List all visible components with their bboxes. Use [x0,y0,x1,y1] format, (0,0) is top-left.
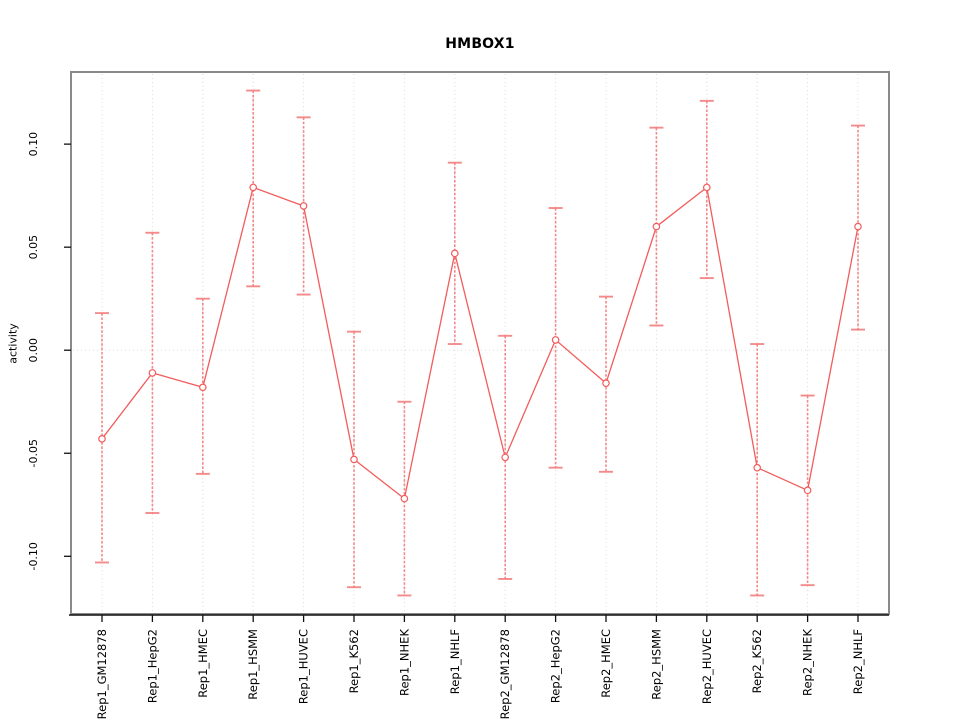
x-tick-label: Rep2_GM12878 [498,629,512,719]
data-point [199,383,207,392]
chart-title: HMBOX1 [445,36,515,52]
x-tick-label: Rep2_HMEC [599,629,613,698]
data-point [652,222,661,231]
series-line [101,186,859,500]
x-tick-label: Rep2_HUVEC [700,629,714,704]
data-point [450,249,459,258]
data-point [350,455,358,464]
x-tick-label: Rep1_HepG2 [145,629,159,703]
x-tick-label: Rep1_HUVEC [297,629,311,704]
x-tick-label: Rep2_NHEK [801,629,815,696]
data-point [148,369,157,377]
y-tick-label: 0.05 [27,235,40,259]
x-tick-label: Rep1_NHEK [397,629,411,696]
data-point [702,183,711,192]
data-point [803,486,812,495]
y-tick-label: 0.00 [27,338,40,363]
data-point [854,222,862,231]
x-tick-label: Rep1_GM12878 [95,629,109,719]
data-point [400,494,409,503]
plot-frame [70,71,890,615]
x-tick-label: Rep1_K562 [347,629,361,693]
x-tick-label: Rep2_HSMM [649,629,663,700]
y-tick-label: -0.05 [27,439,40,467]
y-tick-label: 0.10 [27,132,40,157]
x-tick-label: Rep2_K562 [750,629,764,693]
x-tick-label: Rep2_NHLF [851,629,865,694]
data-point [602,379,610,387]
data-point [98,435,106,443]
y-tick-label: -0.10 [27,542,40,570]
data-point [753,463,762,472]
data-point [249,183,258,192]
data-point [551,336,560,344]
x-tick-label: Rep1_HSMM [246,629,260,700]
x-tick-label: Rep1_NHLF [448,629,462,694]
data-point [299,202,308,210]
data-point [501,453,510,462]
x-tick-label: Rep2_HepG2 [549,629,563,703]
x-tick-label: Rep1_HMEC [196,629,210,698]
